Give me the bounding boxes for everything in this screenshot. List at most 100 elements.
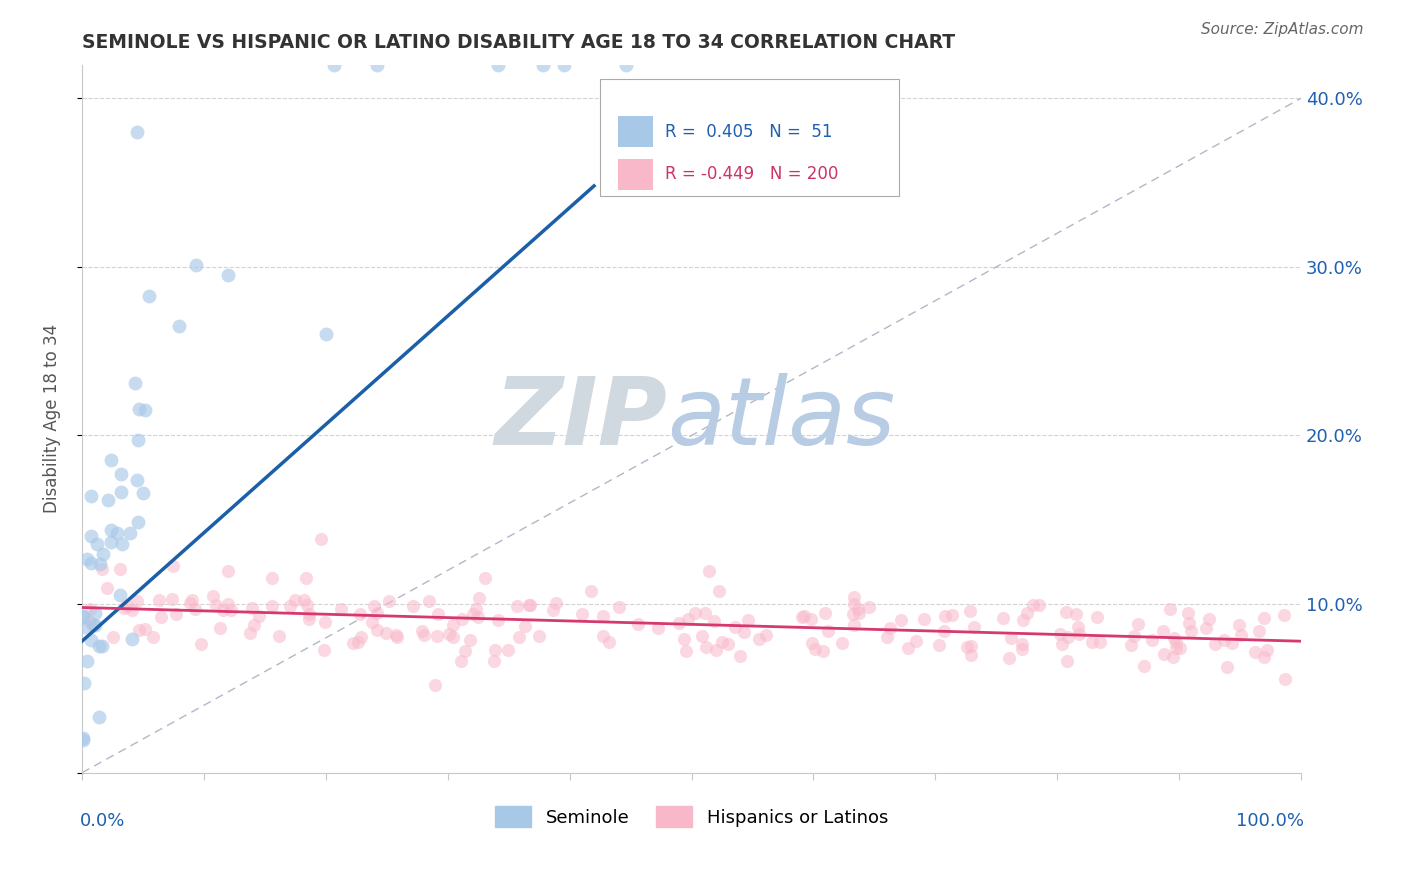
Text: SEMINOLE VS HISPANIC OR LATINO DISABILITY AGE 18 TO 34 CORRELATION CHART: SEMINOLE VS HISPANIC OR LATINO DISABILIT…: [82, 33, 955, 52]
Point: [80, 529, 103, 543]
Point: [84, 606, 107, 620]
Point: [683, 607, 706, 621]
Point: [298, 607, 321, 621]
Point: [134, 622, 156, 636]
Point: [73, 619, 96, 633]
Point: [728, 649, 751, 664]
Point: [800, 611, 823, 625]
Point: [441, 630, 464, 644]
Point: [292, 592, 315, 607]
Point: [793, 609, 815, 624]
Point: [991, 611, 1014, 625]
Point: [294, 571, 316, 585]
Point: [876, 631, 898, 645]
Point: [148, 593, 170, 607]
Point: [150, 610, 173, 624]
Point: [360, 615, 382, 630]
Point: [128, 402, 150, 417]
Point: [1230, 628, 1253, 642]
Point: [960, 640, 983, 654]
Point: [905, 633, 928, 648]
Point: [366, 623, 388, 637]
Point: [831, 636, 853, 650]
Y-axis label: Disability Age 18 to 34: Disability Age 18 to 34: [44, 324, 60, 513]
Point: [205, 598, 228, 612]
Point: [1178, 616, 1201, 631]
Point: [202, 589, 225, 603]
Point: [755, 628, 778, 642]
Point: [817, 624, 839, 638]
Point: [1054, 605, 1077, 619]
FancyBboxPatch shape: [619, 116, 652, 147]
Point: [127, 515, 149, 529]
Point: [385, 628, 408, 642]
Point: [298, 612, 321, 626]
Point: [349, 607, 371, 621]
Point: [100, 535, 122, 549]
Point: [998, 651, 1021, 665]
Point: [748, 632, 770, 647]
Point: [125, 125, 148, 139]
Point: [72, 731, 94, 745]
Point: [110, 467, 132, 481]
Point: [91, 548, 114, 562]
Point: [842, 607, 865, 621]
Point: [467, 591, 489, 605]
Point: [1028, 599, 1050, 613]
Point: [72, 732, 94, 747]
Point: [450, 654, 472, 668]
Point: [1056, 630, 1078, 644]
Point: [97, 493, 120, 508]
Point: [242, 618, 264, 632]
Point: [474, 570, 496, 584]
Point: [219, 603, 242, 617]
Point: [1085, 609, 1108, 624]
Point: [690, 629, 713, 643]
Point: [571, 607, 593, 622]
Point: [80, 489, 103, 503]
Point: [101, 630, 124, 644]
Point: [366, 57, 388, 71]
Point: [844, 597, 866, 611]
Point: [387, 630, 409, 644]
Point: [108, 588, 131, 602]
Point: [1067, 620, 1090, 634]
Point: [112, 601, 135, 615]
Point: [941, 607, 963, 622]
Point: [240, 601, 263, 615]
Point: [76, 551, 98, 566]
Point: [1256, 643, 1278, 657]
Point: [1012, 614, 1035, 628]
Point: [465, 601, 488, 615]
Point: [342, 635, 364, 649]
Point: [1050, 637, 1073, 651]
Point: [543, 603, 565, 617]
Point: [124, 376, 146, 391]
Point: [72, 608, 94, 623]
Point: [858, 600, 880, 615]
Point: [181, 592, 204, 607]
Point: [82, 617, 104, 632]
Point: [458, 633, 481, 648]
Point: [100, 452, 122, 467]
Point: [737, 613, 759, 627]
Point: [374, 625, 396, 640]
Point: [309, 532, 332, 546]
Point: [283, 593, 305, 607]
Point: [1253, 611, 1275, 625]
Point: [142, 630, 165, 644]
Point: [426, 629, 449, 643]
Point: [314, 615, 336, 630]
Point: [792, 609, 814, 624]
Point: [1213, 632, 1236, 647]
Point: [212, 603, 235, 617]
Point: [110, 562, 132, 576]
FancyBboxPatch shape: [619, 159, 652, 190]
Point: [111, 537, 134, 551]
Point: [592, 608, 614, 623]
Point: [160, 592, 183, 607]
Point: [1220, 635, 1243, 649]
Point: [1069, 627, 1091, 641]
Point: [278, 599, 301, 614]
Point: [1123, 629, 1146, 643]
